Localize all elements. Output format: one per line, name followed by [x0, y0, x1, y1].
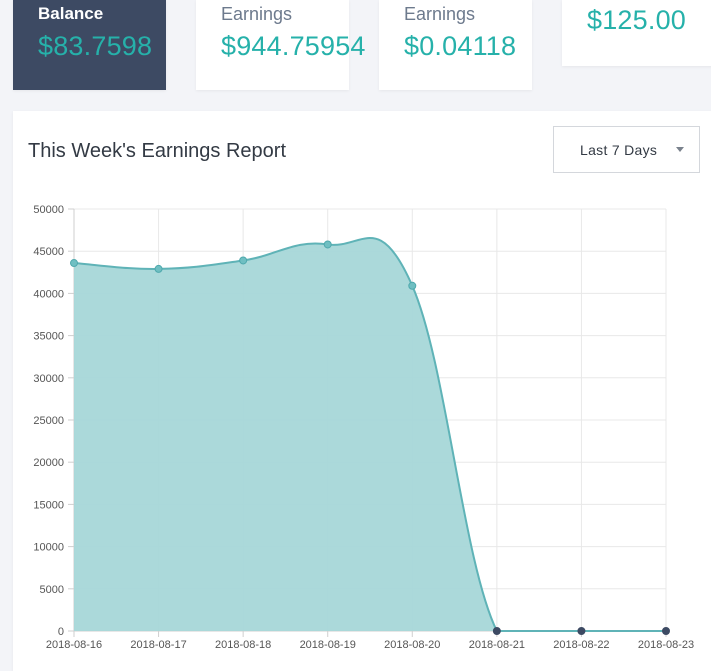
y-tick-label: 10000	[33, 542, 64, 554]
x-tick-label: 2018-08-23	[638, 639, 694, 651]
x-tick-label: 2018-08-20	[384, 639, 440, 651]
date-range-selected-label: Last 7 Days	[580, 142, 658, 158]
balance-card: Balance $83.7598	[13, 0, 166, 90]
y-tick-label: 25000	[33, 415, 64, 427]
series-area	[74, 238, 666, 631]
report-title: This Week's Earnings Report	[28, 140, 286, 162]
data-point	[408, 281, 417, 290]
data-point	[154, 264, 163, 273]
earnings-value: $944.75954	[221, 31, 366, 61]
earnings-value-secondary: $0.04118	[404, 31, 517, 61]
y-tick-label: 0	[58, 626, 64, 638]
earnings-card: Earnings $944.75954	[196, 0, 365, 90]
x-tick-label: 2018-08-19	[300, 639, 356, 651]
series-line	[73, 237, 666, 633]
earnings-card-secondary: Earnings $0.04118	[379, 0, 532, 90]
amount-value: $125.00	[587, 5, 686, 35]
data-point	[323, 240, 332, 249]
earnings-label: Earnings	[221, 4, 293, 24]
y-tick-label: 5000	[40, 584, 64, 596]
data-point	[577, 627, 586, 635]
data-point	[239, 256, 248, 265]
earnings-label-secondary: Earnings	[404, 4, 476, 24]
x-tick-label: 2018-08-17	[130, 639, 186, 651]
amount-card: $125.00	[562, 0, 711, 66]
y-tick-label: 45000	[33, 246, 64, 258]
data-point	[662, 627, 670, 635]
y-tick-label: 30000	[33, 373, 64, 385]
x-tick-label: 2018-08-18	[215, 639, 271, 651]
earnings-report-panel: This Week's Earnings Report Last 7 Days …	[13, 111, 711, 671]
chevron-down-icon	[676, 147, 684, 152]
x-tick-label: 2018-08-21	[469, 639, 525, 651]
y-tick-label: 15000	[33, 499, 64, 511]
y-tick-label: 40000	[33, 288, 64, 300]
y-tick-label: 20000	[33, 457, 64, 469]
balance-label: Balance	[38, 4, 104, 23]
y-tick-label: 50000	[33, 204, 64, 216]
balance-value: $83.7598	[38, 31, 153, 61]
earnings-area-chart: 0 5000 10000 15000 20000 25000 30000 35000 40000…	[33, 204, 694, 651]
x-tick-label: 2018-08-22	[553, 639, 609, 651]
data-point	[70, 259, 78, 268]
x-tick-label: 2018-08-16	[46, 639, 102, 651]
data-point	[492, 627, 501, 635]
date-range-select[interactable]: Last 7 Days	[553, 126, 700, 173]
y-tick-label: 35000	[33, 331, 64, 343]
